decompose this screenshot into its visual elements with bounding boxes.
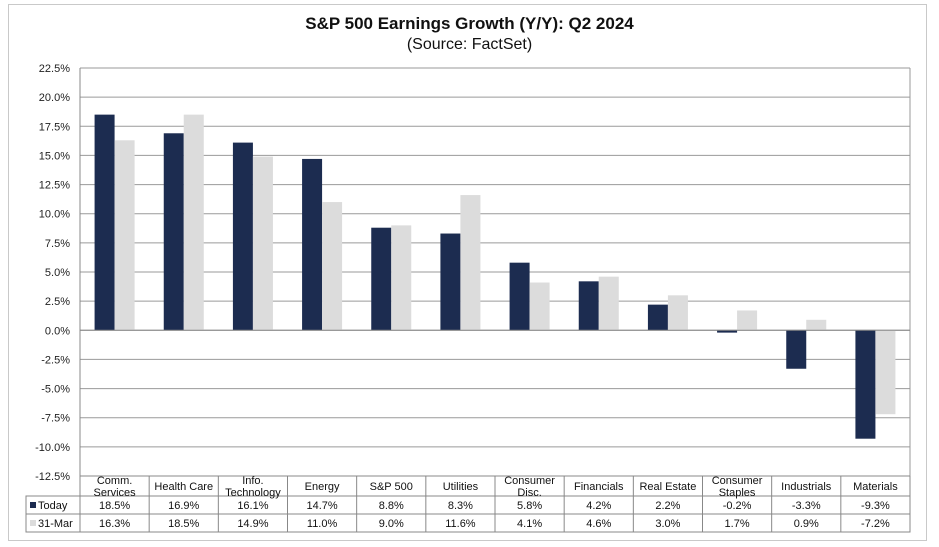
bar-today bbox=[578, 281, 599, 331]
category-label: Info. bbox=[242, 475, 263, 487]
data-label: -0.2% bbox=[723, 500, 752, 512]
y-tick-label: 0.0% bbox=[45, 325, 70, 337]
legend-key-mar31 bbox=[30, 520, 36, 526]
bar-today bbox=[232, 142, 253, 331]
data-label: 8.8% bbox=[379, 500, 404, 512]
bar-mar31 bbox=[529, 282, 550, 331]
data-label: 0.9% bbox=[794, 518, 819, 530]
data-label: 11.6% bbox=[445, 518, 476, 530]
data-label: 18.5% bbox=[168, 518, 199, 530]
bar-today bbox=[302, 158, 323, 331]
bar-mar31 bbox=[322, 202, 343, 331]
bar-mar31 bbox=[875, 330, 896, 415]
category-label: Consumer bbox=[712, 475, 763, 487]
category-label: Real Estate bbox=[639, 481, 696, 493]
y-tick-label: 5.0% bbox=[45, 267, 70, 279]
bar-mar31 bbox=[598, 276, 619, 331]
data-label: 16.3% bbox=[99, 518, 130, 530]
legend-label: Today bbox=[38, 500, 68, 512]
y-tick-label: -2.5% bbox=[41, 354, 70, 366]
y-tick-label: 17.5% bbox=[39, 121, 70, 133]
y-tick-label: -10.0% bbox=[35, 442, 70, 454]
y-tick-label: 15.0% bbox=[39, 150, 70, 162]
bar-mar31 bbox=[252, 156, 273, 331]
chart-title: S&P 500 Earnings Growth (Y/Y): Q2 2024 bbox=[305, 14, 634, 33]
bar-today bbox=[717, 330, 738, 333]
bar-today bbox=[163, 133, 184, 331]
data-label: 11.0% bbox=[307, 518, 338, 530]
data-label: 4.6% bbox=[586, 518, 611, 530]
bar-mar31 bbox=[737, 310, 758, 331]
category-label: Technology bbox=[225, 487, 281, 499]
category-label: Materials bbox=[853, 481, 898, 493]
y-tick-label: -5.0% bbox=[41, 384, 70, 396]
bar-today bbox=[509, 262, 530, 331]
data-label: 2.2% bbox=[655, 500, 680, 512]
data-label: 4.1% bbox=[517, 518, 542, 530]
y-tick-label: 22.5% bbox=[39, 63, 70, 75]
y-tick-label: 7.5% bbox=[45, 238, 70, 250]
data-label: -3.3% bbox=[792, 500, 821, 512]
bar-today bbox=[371, 227, 392, 331]
category-label: Industrials bbox=[781, 481, 832, 493]
category-label: Health Care bbox=[154, 481, 213, 493]
bar-today bbox=[440, 233, 461, 331]
category-label: Utilities bbox=[443, 481, 479, 493]
y-tick-label: -7.5% bbox=[41, 413, 70, 425]
bar-mar31 bbox=[667, 295, 688, 331]
data-label: 5.8% bbox=[517, 500, 542, 512]
data-label: 16.9% bbox=[168, 500, 199, 512]
data-label: 3.0% bbox=[655, 518, 680, 530]
legend-label: 31-Mar bbox=[38, 518, 73, 530]
bar-mar31 bbox=[460, 195, 481, 331]
bar-mar31 bbox=[391, 225, 412, 331]
legend-key-today bbox=[30, 502, 36, 508]
y-tick-label: 12.5% bbox=[39, 180, 70, 192]
category-label: Disc. bbox=[517, 487, 541, 499]
category-label: Services bbox=[93, 487, 136, 499]
bar-today bbox=[786, 330, 807, 369]
data-label: 16.1% bbox=[237, 500, 268, 512]
y-tick-label: 2.5% bbox=[45, 296, 70, 308]
data-label: 14.9% bbox=[237, 518, 268, 530]
data-label: 9.0% bbox=[379, 518, 404, 530]
bar-mar31 bbox=[806, 319, 827, 331]
data-label: 18.5% bbox=[99, 500, 130, 512]
bar-mar31 bbox=[114, 140, 135, 331]
category-label: Energy bbox=[305, 481, 340, 493]
category-label: Comm. bbox=[97, 475, 132, 487]
bar-today bbox=[94, 114, 115, 331]
y-tick-label: -12.5% bbox=[35, 471, 70, 483]
data-label: -7.2% bbox=[861, 518, 890, 530]
category-label: Consumer bbox=[504, 475, 555, 487]
data-label: -9.3% bbox=[861, 500, 890, 512]
y-tick-label: 20.0% bbox=[39, 92, 70, 104]
bar-mar31 bbox=[183, 114, 204, 331]
category-label: S&P 500 bbox=[370, 481, 413, 493]
bar-today bbox=[647, 304, 668, 331]
y-tick-label: 10.0% bbox=[39, 209, 70, 221]
data-label: 14.7% bbox=[306, 500, 337, 512]
chart-subtitle: (Source: FactSet) bbox=[406, 36, 533, 53]
category-label: Financials bbox=[574, 481, 624, 493]
data-label: 1.7% bbox=[725, 518, 750, 530]
category-label: Staples bbox=[719, 487, 756, 499]
data-label: 4.2% bbox=[586, 500, 611, 512]
bar-today bbox=[855, 330, 876, 439]
data-label: 8.3% bbox=[448, 500, 473, 512]
